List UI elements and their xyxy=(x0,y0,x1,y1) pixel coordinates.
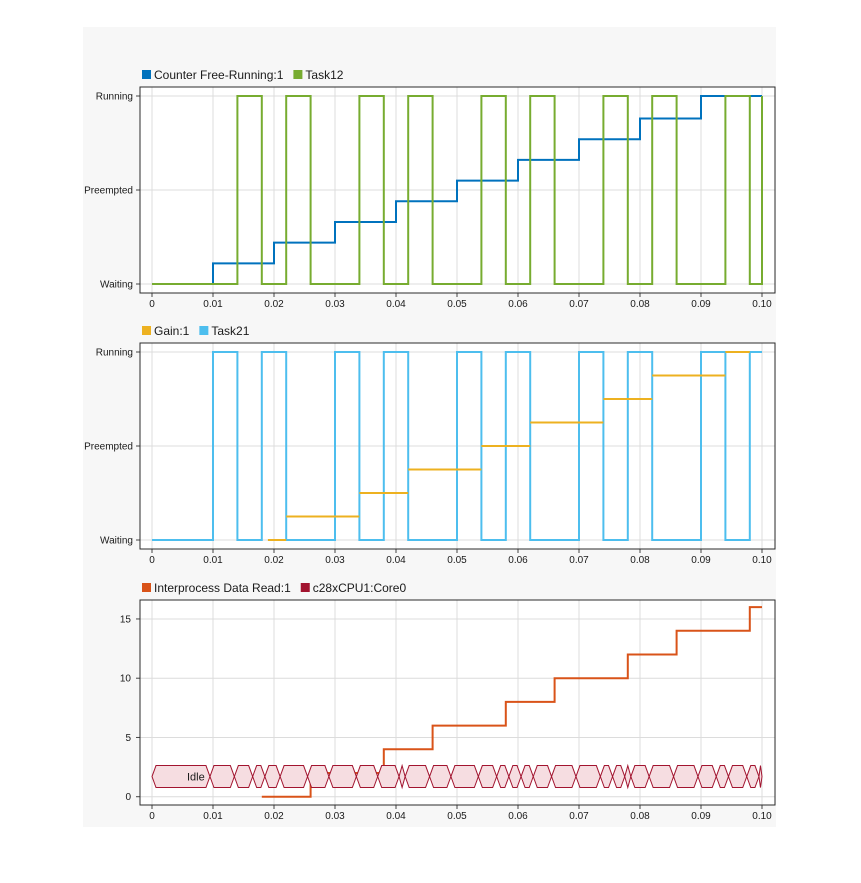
chart-1: Counter Free-Running:1 Task12 0 0.01 0.02 0.0… xyxy=(84,68,776,310)
x-tick-label: 0.07 xyxy=(569,555,589,566)
timeline-label: Idle xyxy=(187,772,205,784)
chart-2: Gain:1 Task21 0 0.01 0.02 0.03 0.04 0.05 0.06 0.0… xyxy=(84,324,776,566)
legend-swatch xyxy=(142,326,151,335)
x-tick-label: 0.07 xyxy=(569,299,589,310)
timeline-segment xyxy=(429,765,452,789)
x-tick-label: 0.06 xyxy=(508,811,528,822)
timeline-segment xyxy=(404,765,431,789)
series-line xyxy=(152,95,762,285)
axes-box xyxy=(139,599,776,806)
timeline-segment xyxy=(673,765,699,789)
x-tick-label: 0.10 xyxy=(752,299,772,310)
legend-label: Gain:1 xyxy=(154,324,190,338)
timeline-segment xyxy=(758,765,763,788)
x-tick-label: 0 xyxy=(149,299,155,310)
y-tick-label: Running xyxy=(96,348,133,359)
timeline-segment xyxy=(355,765,379,789)
axes-box xyxy=(139,342,776,550)
timeline-segment xyxy=(477,765,498,789)
x-tick-label: 0.07 xyxy=(569,811,589,822)
timeline-segment xyxy=(630,765,650,789)
x-tick-label: 0.02 xyxy=(264,299,284,310)
series-line xyxy=(152,95,763,285)
x-tick-label: 0.08 xyxy=(630,811,650,822)
axes-box xyxy=(139,86,776,294)
x-tick-label: 0 xyxy=(149,811,155,822)
y-tick-label: Preempted xyxy=(84,186,133,197)
x-tick-label: 0.03 xyxy=(325,555,345,566)
timeline-segment xyxy=(307,765,330,789)
y-tick-label: 10 xyxy=(120,674,132,685)
x-tick-label: 0.09 xyxy=(691,299,711,310)
y-tick-label: 15 xyxy=(120,614,132,625)
x-tick-label: 0.01 xyxy=(203,299,223,310)
timeline-segment xyxy=(377,765,400,789)
x-tick-label: 0.04 xyxy=(386,811,406,822)
legend-label: Interprocess Data Read:1 xyxy=(154,581,291,595)
x-tick-label: 0.01 xyxy=(203,555,223,566)
legend-swatch xyxy=(300,583,310,592)
x-tick-label: 0.08 xyxy=(630,299,650,310)
y-tick-label: Preempted xyxy=(84,442,133,453)
legend-swatch xyxy=(142,70,151,79)
x-tick-label: 0.06 xyxy=(508,555,528,566)
timeline-segment xyxy=(697,765,717,789)
timeline-segment xyxy=(279,765,309,789)
legend-swatch xyxy=(142,583,151,592)
timeline-segment xyxy=(532,765,553,789)
timeline-segment xyxy=(648,765,675,789)
timeline-segment xyxy=(233,765,254,789)
y-tick-label: 5 xyxy=(125,733,131,744)
x-tick-label: 0.09 xyxy=(691,811,711,822)
x-tick-label: 0.05 xyxy=(447,299,467,310)
timeline-segment xyxy=(450,765,479,789)
y-tick-label: 0 xyxy=(125,792,131,803)
y-tick-label: Waiting xyxy=(100,536,133,547)
y-tick-label: Waiting xyxy=(100,280,133,291)
legend-label: Task21 xyxy=(211,324,249,338)
legend-label: Counter Free-Running:1 xyxy=(154,68,284,82)
x-tick-label: 0 xyxy=(149,555,155,566)
y-tick-label: Running xyxy=(96,92,133,103)
x-tick-label: 0.04 xyxy=(386,555,406,566)
x-tick-label: 0.05 xyxy=(447,555,467,566)
x-tick-label: 0.10 xyxy=(752,811,772,822)
x-tick-label: 0.03 xyxy=(325,811,345,822)
chart-3: Interprocess Data Read:1 c28xCPU1:Core0 0 0… xyxy=(120,581,776,822)
timeline-segment xyxy=(328,765,357,789)
timeline-segment xyxy=(551,765,577,789)
x-tick-label: 0.10 xyxy=(752,555,772,566)
x-tick-label: 0.02 xyxy=(264,811,284,822)
timeline-segment xyxy=(575,765,601,789)
timeline-segment xyxy=(264,765,281,789)
x-tick-label: 0.09 xyxy=(691,555,711,566)
timeline-segment xyxy=(209,765,235,789)
timeline-segment xyxy=(727,765,748,789)
x-tick-label: 0.06 xyxy=(508,299,528,310)
legend-swatch xyxy=(199,326,209,335)
x-tick-label: 0.08 xyxy=(630,555,650,566)
legend-label: c28xCPU1:Core0 xyxy=(313,581,407,595)
legend-swatch xyxy=(293,70,303,79)
x-tick-label: 0.03 xyxy=(325,299,345,310)
x-tick-label: 0.01 xyxy=(203,811,223,822)
x-tick-label: 0.02 xyxy=(264,555,284,566)
legend-label: Task12 xyxy=(305,68,343,82)
x-tick-label: 0.04 xyxy=(386,299,406,310)
x-tick-label: 0.05 xyxy=(447,811,467,822)
